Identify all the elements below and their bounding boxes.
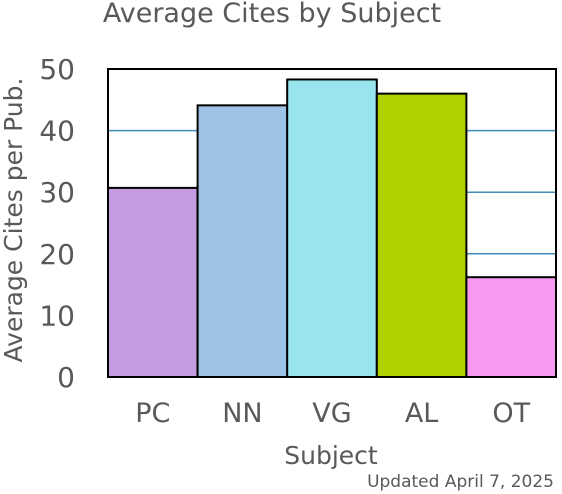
x-tick-label-al: AL [405, 398, 439, 429]
bars [107, 78, 557, 379]
x-tick-label-vg: VG [312, 398, 351, 429]
y-axis-label: Average Cites per Pub. [0, 78, 28, 363]
bar-ot [465, 276, 557, 379]
y-tick-label-50: 50 [39, 53, 75, 86]
y-tick-label-30: 30 [39, 176, 75, 209]
bar-nn [196, 104, 289, 379]
x-tick-labels: PC NN VG AL OT [135, 398, 530, 429]
y-tick-label-20: 20 [39, 238, 75, 271]
bar-al [375, 92, 468, 378]
y-tick-label-40: 40 [39, 115, 75, 148]
y-tick-label-10: 10 [39, 299, 75, 332]
chart-title: Average Cites by Subject [103, 0, 441, 29]
updated-date: Updated April 7, 2025 [367, 472, 554, 492]
bar-vg [286, 78, 378, 379]
x-tick-label-nn: NN [222, 398, 262, 429]
x-axis-label: Subject [284, 441, 378, 470]
x-tick-label-pc: PC [135, 398, 170, 429]
y-tick-labels: 0 10 20 30 40 50 [39, 53, 75, 394]
x-tick-label-ot: OT [492, 398, 530, 429]
y-tick-label-0: 0 [57, 361, 75, 394]
bar-pc [107, 186, 199, 378]
plot-frame [107, 68, 557, 378]
